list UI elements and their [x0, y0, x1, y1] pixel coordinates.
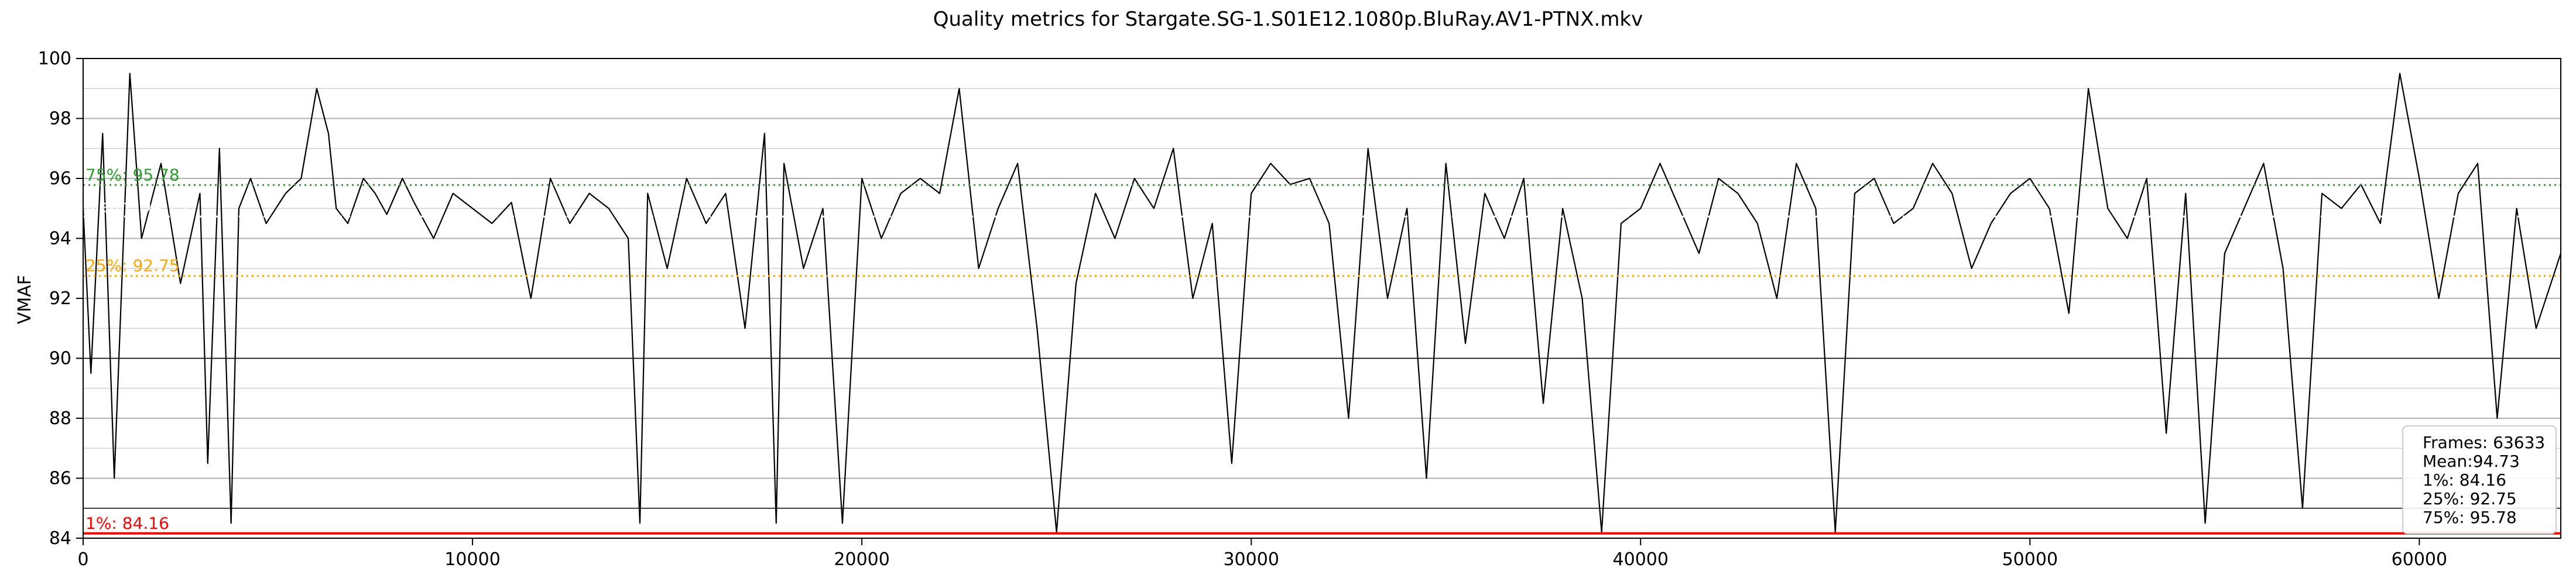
y-tick-label: 98 [49, 109, 71, 129]
reference-line-label: 25%: 92.75 [85, 256, 180, 276]
axis-ticks: 0 10000 20000 30000 40000 50000 60000 84 86 88 90 9… [38, 49, 2447, 570]
reference-line-labels: 75%: 95.78 Mean: 94.73 25%: 92.75 1%: 84.16 [85, 165, 188, 533]
grid-lines [83, 58, 2561, 539]
reference-lines [83, 184, 2561, 535]
y-tick-label: 84 [49, 528, 71, 549]
y-tick-label: 90 [49, 349, 71, 369]
stats-box-line: Frames: 63633 [2423, 433, 2545, 452]
stats-box-line: 75%: 95.78 [2423, 508, 2517, 527]
x-tick-label: 0 [77, 549, 88, 570]
series-layer [83, 73, 2561, 533]
y-tick-label: 86 [49, 469, 71, 489]
stats-box-line: 1%: 84.16 [2423, 470, 2506, 490]
stats-box-frame [2402, 425, 2557, 534]
stats-box-line: 25%: 92.75 [2423, 489, 2517, 508]
x-tick-label: 10000 [444, 549, 500, 570]
chart-title: Quality metrics for Stargate.SG-1.S01E12… [933, 8, 1643, 31]
reference-line-label: 1%: 84.16 [85, 514, 169, 533]
x-tick-label: 20000 [834, 549, 889, 570]
reference-line-label: Mean: 94.73 [85, 197, 188, 216]
vmaf-series-line [83, 73, 2561, 533]
y-tick-label: 92 [49, 288, 71, 309]
x-tick-label: 60000 [2392, 549, 2447, 570]
x-tick-label: 40000 [1613, 549, 1669, 570]
y-axis-label: VMAF [15, 275, 35, 324]
y-tick-label: 94 [49, 229, 71, 249]
y-tick-label: 88 [49, 408, 71, 429]
y-tick-label: 100 [38, 49, 71, 69]
x-tick-label: 30000 [1223, 549, 1279, 570]
reference-line-label: 75%: 95.78 [85, 165, 180, 184]
y-tick-label: 96 [49, 168, 71, 189]
x-tick-label: 50000 [2002, 549, 2058, 570]
stats-box-line: Mean:94.73 [2423, 452, 2520, 471]
